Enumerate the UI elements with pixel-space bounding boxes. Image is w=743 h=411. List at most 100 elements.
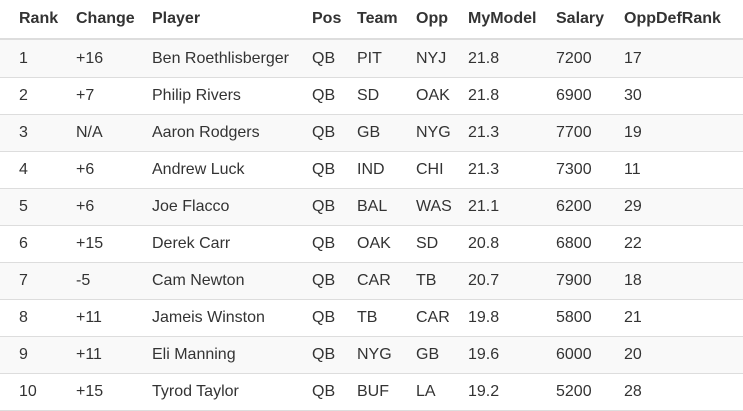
cell-player: Philip Rivers — [152, 87, 241, 104]
cell-change: -5 — [76, 272, 91, 289]
table-row: 7 -5 Cam Newton QB CAR TB 20.7 7900 18 — [0, 262, 743, 299]
cell-oppdefrank: 20 — [624, 346, 642, 363]
cell-rank: 2 — [19, 87, 28, 104]
cell-pos: QB — [312, 161, 336, 178]
cell-oppdefrank: 30 — [624, 87, 642, 104]
cell-player: Eli Manning — [152, 346, 236, 363]
cell-mymodel: 20.8 — [468, 235, 500, 252]
cell-change: +11 — [76, 309, 102, 326]
cell-oppdefrank: 11 — [624, 161, 641, 178]
table-row: 2 +7 Philip Rivers QB SD OAK 21.8 6900 3… — [0, 77, 743, 114]
table-row: 6 +15 Derek Carr QB OAK SD 20.8 6800 22 — [0, 225, 743, 262]
cell-change: +6 — [76, 161, 95, 178]
cell-rank: 4 — [19, 161, 28, 178]
cell-team: GB — [357, 124, 381, 141]
cell-oppdefrank: 22 — [624, 235, 642, 252]
cell-pos: QB — [312, 87, 336, 104]
header-pos: Pos — [312, 10, 342, 27]
cell-mymodel: 21.8 — [468, 87, 500, 104]
cell-team: TB — [357, 309, 378, 326]
cell-opp: TB — [416, 272, 437, 289]
header-change: Change — [76, 10, 135, 27]
cell-opp: CAR — [416, 309, 450, 326]
cell-pos: QB — [312, 272, 336, 289]
cell-mymodel: 20.7 — [468, 272, 500, 289]
cell-opp: OAK — [416, 87, 450, 104]
cell-mymodel: 21.8 — [468, 49, 500, 67]
cell-salary: 7300 — [556, 161, 592, 178]
cell-team: SD — [357, 87, 380, 104]
cell-rank: 8 — [19, 309, 28, 326]
table-row: 1 +16 Ben Roethlisberger QB PIT NYJ 21.8… — [0, 40, 743, 77]
header-team: Team — [357, 10, 398, 27]
cell-salary: 7900 — [556, 272, 592, 289]
cell-team: CAR — [357, 272, 391, 289]
cell-player: Aaron Rodgers — [152, 124, 260, 141]
cell-salary: 5800 — [556, 309, 592, 326]
cell-pos: QB — [312, 383, 336, 400]
table-header: Rank Change Player Pos Team Opp MyModel … — [0, 0, 743, 40]
cell-salary: 6000 — [556, 346, 592, 363]
cell-mymodel: 21.3 — [468, 124, 500, 141]
cell-oppdefrank: 21 — [624, 309, 642, 326]
cell-team: OAK — [357, 235, 391, 252]
cell-mymodel: 19.6 — [468, 346, 500, 363]
cell-oppdefrank: 18 — [624, 272, 642, 289]
header-mymodel: MyModel — [468, 10, 537, 27]
cell-opp: NYJ — [416, 49, 447, 67]
table-row: 3 N/A Aaron Rodgers QB GB NYG 21.3 7700 … — [0, 114, 743, 151]
cell-change: +11 — [76, 346, 102, 363]
cell-opp: GB — [416, 346, 440, 363]
cell-rank: 3 — [19, 124, 28, 141]
cell-change: +16 — [76, 49, 104, 67]
cell-salary: 6800 — [556, 235, 592, 252]
cell-pos: QB — [312, 309, 336, 326]
cell-player: Derek Carr — [152, 235, 231, 252]
cell-pos: QB — [312, 235, 336, 252]
cell-mymodel: 19.2 — [468, 383, 500, 400]
cell-rank: 9 — [19, 346, 28, 363]
table-row: 4 +6 Andrew Luck QB IND CHI 21.3 7300 11 — [0, 151, 743, 188]
cell-player: Andrew Luck — [152, 161, 245, 178]
cell-mymodel: 19.8 — [468, 309, 500, 326]
cell-change: N/A — [76, 124, 103, 141]
cell-rank: 1 — [19, 49, 28, 67]
cell-rank: 6 — [19, 235, 28, 252]
cell-player: Cam Newton — [152, 272, 245, 289]
table-row: 8 +11 Jameis Winston QB TB CAR 19.8 5800… — [0, 299, 743, 336]
cell-oppdefrank: 19 — [624, 124, 642, 141]
cell-salary: 7700 — [556, 124, 592, 141]
cell-salary: 6900 — [556, 87, 592, 104]
cell-opp: WAS — [416, 198, 452, 215]
cell-rank: 5 — [19, 198, 28, 215]
cell-team: IND — [357, 161, 385, 178]
cell-oppdefrank: 29 — [624, 198, 642, 215]
cell-oppdefrank: 17 — [624, 49, 642, 67]
header-player: Player — [152, 10, 201, 27]
table-row: 10 +15 Tyrod Taylor QB BUF LA 19.2 5200 … — [0, 373, 743, 410]
cell-team: BAL — [357, 198, 388, 215]
cell-rank: 10 — [19, 383, 37, 400]
cell-change: +7 — [76, 87, 95, 104]
cell-change: +6 — [76, 198, 95, 215]
cell-team: BUF — [357, 383, 389, 400]
table-row: 9 +11 Eli Manning QB NYG GB 19.6 6000 20 — [0, 336, 743, 373]
cell-mymodel: 21.1 — [468, 198, 500, 215]
cell-pos: QB — [312, 49, 336, 67]
header-rank: Rank — [19, 10, 59, 27]
cell-pos: QB — [312, 198, 336, 215]
cell-salary: 6200 — [556, 198, 592, 215]
cell-player: Joe Flacco — [152, 198, 230, 215]
header-oppdefrank: OppDefRank — [624, 10, 721, 27]
cell-rank: 7 — [19, 272, 28, 289]
cell-team: NYG — [357, 346, 392, 363]
cell-opp: CHI — [416, 161, 444, 178]
header-opp: Opp — [416, 10, 448, 27]
cell-opp: SD — [416, 235, 439, 252]
cell-opp: NYG — [416, 124, 451, 141]
cell-salary: 5200 — [556, 383, 592, 400]
cell-pos: QB — [312, 124, 336, 141]
cell-oppdefrank: 28 — [624, 383, 642, 400]
cell-player: Jameis Winston — [152, 309, 265, 326]
